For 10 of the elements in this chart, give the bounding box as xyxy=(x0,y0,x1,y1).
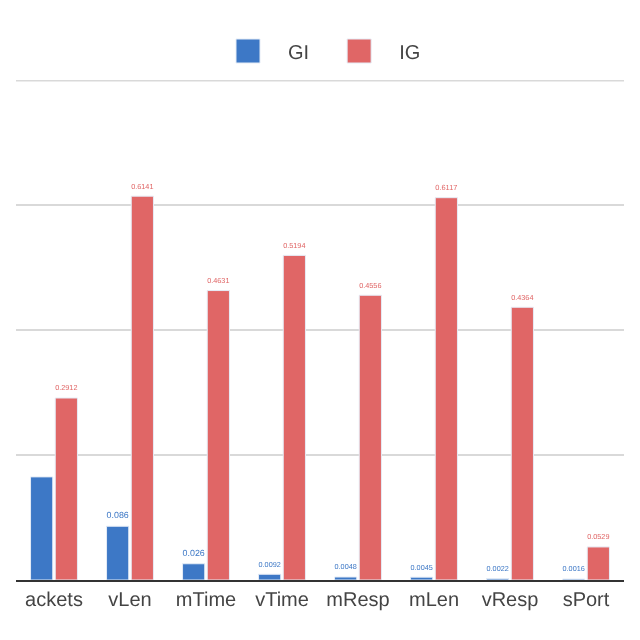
x-tick-label: sPort xyxy=(562,590,610,612)
x-tick-label: vLen xyxy=(108,590,152,612)
x-tick-label: vResp xyxy=(481,590,540,612)
x-tick-label: ackets xyxy=(25,590,83,612)
x-tick-label: mTime xyxy=(175,590,238,612)
x-tick-label: mLen xyxy=(408,590,460,612)
x-tick-label: vTime xyxy=(255,590,310,612)
legend-label: IG xyxy=(399,42,421,65)
legend-label: GI xyxy=(288,42,310,65)
x-tick-label: mResp xyxy=(326,590,391,612)
